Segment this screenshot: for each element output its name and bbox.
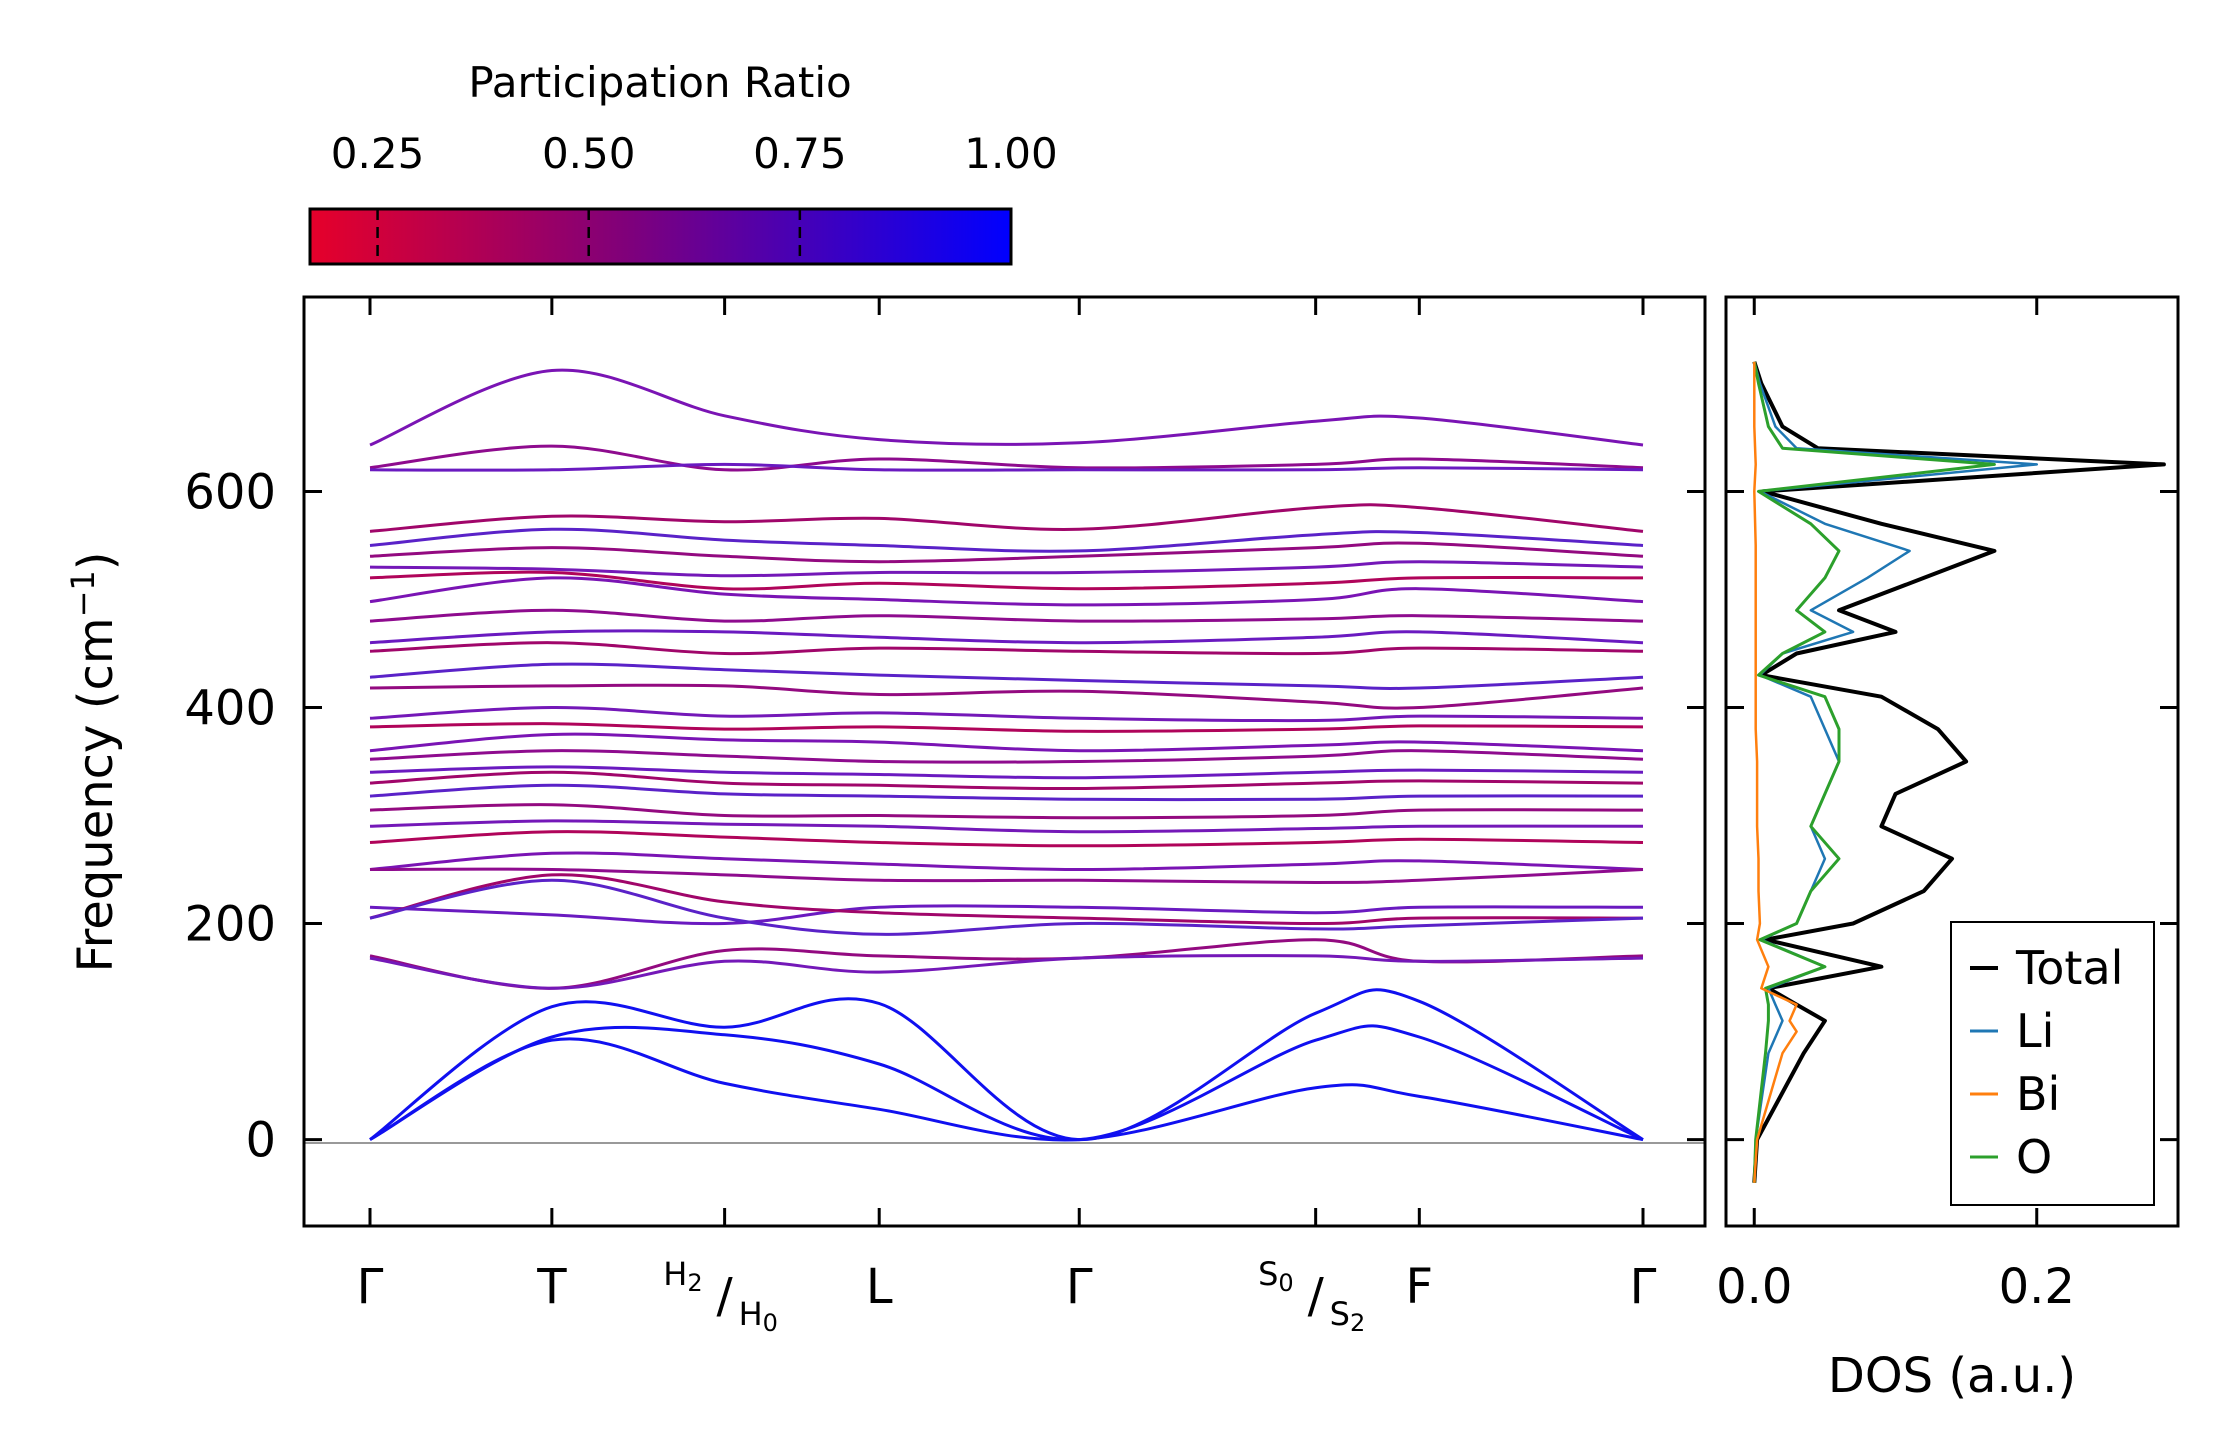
optical-branch [369, 783, 1644, 802]
optical-branch [369, 873, 1644, 926]
optical-branch [369, 803, 1644, 820]
fraction-denominator: S2 [1330, 1295, 1366, 1337]
band-lines [369, 368, 1644, 1142]
fraction-slash: / [717, 1268, 734, 1324]
legend-label-li: Li [2016, 1004, 2054, 1058]
fraction-numerator-sub: 2 [687, 1269, 702, 1297]
y-tick-label: 0 [245, 1113, 276, 1169]
optical-branch [369, 732, 1644, 753]
optical-branch [369, 904, 1644, 926]
dos-x-tick-label: 0.2 [1999, 1259, 2075, 1315]
optical-branch [369, 954, 1644, 990]
colorbar-tick-label: 0.75 [753, 129, 847, 178]
optical-branch [369, 867, 1644, 885]
dos-series-bi [1753, 361, 1798, 1183]
acoustic-branch [369, 988, 1644, 1142]
dos-series-total [1752, 361, 2166, 1183]
x-tick-label: T [536, 1259, 567, 1315]
x-tick-label-fraction: H2 /H0 [663, 1255, 778, 1337]
optical-branch [369, 819, 1644, 834]
optical-branch [369, 722, 1644, 733]
dos-axes-frame [1724, 295, 2180, 1228]
optical-branch [369, 503, 1644, 533]
optical-branch [369, 705, 1644, 723]
optical-branch [369, 629, 1644, 645]
dos-panel: 0.0 0.2 DOS (a.u.) Total Li Bi O [1716, 295, 2180, 1404]
optical-branch [369, 444, 1644, 472]
colorbar: Participation Ratio 0.25 0.50 0.75 1.00 [308, 58, 1058, 266]
dos-x-tick-label: 0.0 [1716, 1259, 1792, 1315]
x-tick-label: F [1406, 1259, 1434, 1315]
colorbar-tick-label: 1.00 [964, 129, 1058, 178]
band-y-axis-title: Frequency (cm−1) [64, 551, 124, 972]
legend-label-total: Total [2015, 941, 2123, 995]
y-tick-label: 600 [184, 464, 276, 520]
optical-branch [369, 641, 1644, 656]
optical-branch [369, 830, 1644, 848]
acoustic-branch [369, 1024, 1644, 1142]
optical-branch [369, 765, 1644, 780]
x-tick-label: Γ [1066, 1259, 1093, 1315]
x-tick-label: Γ [357, 1259, 384, 1315]
dos-ticks: 0.0 0.2 [1716, 297, 2178, 1315]
fraction-denominator-sub: 2 [1350, 1309, 1365, 1337]
fraction-denominator: H0 [739, 1295, 778, 1337]
band-y-ticks: 0 200 400 600 [184, 464, 1705, 1169]
dos-lines [1752, 361, 2166, 1183]
acoustic-branch [369, 1037, 1644, 1142]
optical-branch [369, 608, 1644, 623]
x-tick-label-fraction: S0 /S2 [1258, 1255, 1365, 1337]
dos-series-o [1752, 361, 1996, 1183]
colorbar-tick-label: 0.25 [331, 129, 425, 178]
colorbar-ticks: 0.25 0.50 0.75 1.00 [331, 129, 1058, 264]
optical-branch [369, 851, 1644, 872]
optical-branch [369, 541, 1644, 564]
band-axes-frame [302, 295, 1707, 1228]
optical-branch [369, 570, 1644, 591]
optical-branch [369, 770, 1644, 791]
dos-x-axis-title: DOS (a.u.) [1828, 1348, 2076, 1404]
fraction-numerator-sub: 0 [1278, 1269, 1293, 1297]
legend-label-o: O [2016, 1130, 2052, 1184]
optical-branch [369, 878, 1644, 936]
y-tick-label: 200 [184, 897, 276, 953]
fraction-denominator-sub: 0 [763, 1309, 778, 1337]
dos-legend: Total Li Bi O [1950, 921, 2155, 1206]
optical-branch [369, 576, 1644, 607]
x-tick-label: Γ [1630, 1259, 1657, 1315]
colorbar-title: Participation Ratio [468, 58, 851, 107]
optical-branch [369, 749, 1644, 764]
optical-branch [369, 662, 1644, 690]
optical-branch [369, 683, 1644, 710]
fraction-numerator: S0 [1258, 1255, 1294, 1297]
fraction-slash: / [1308, 1268, 1325, 1324]
legend-label-bi: Bi [2016, 1067, 2060, 1121]
optical-branch [369, 560, 1644, 578]
optical-branch [369, 368, 1644, 447]
colorbar-gradient [308, 207, 1013, 266]
colorbar-tick-label: 0.50 [542, 129, 636, 178]
y-tick-label: 400 [184, 680, 276, 736]
optical-branch [369, 527, 1644, 553]
fraction-numerator: H2 [663, 1255, 702, 1297]
x-tick-label: L [866, 1259, 893, 1315]
optical-branch [369, 462, 1644, 472]
